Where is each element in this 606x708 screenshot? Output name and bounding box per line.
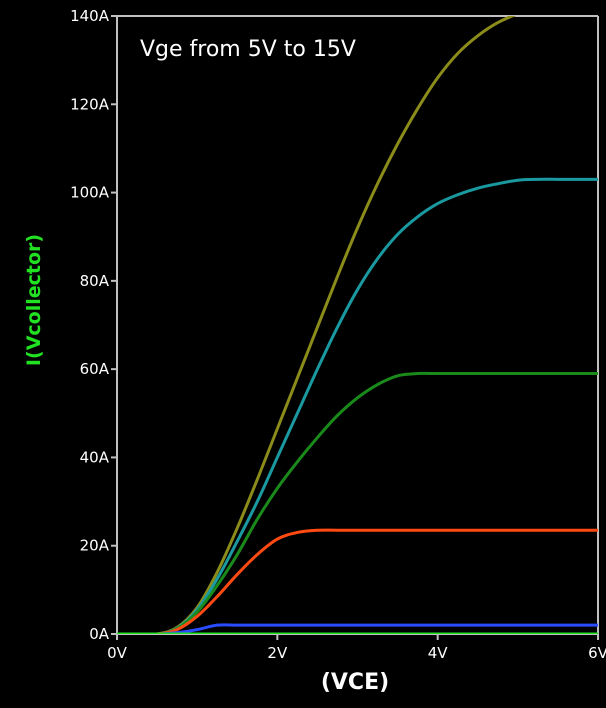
y-axis-label: I(Vcollector) bbox=[23, 234, 45, 366]
y-tick-label: 60A bbox=[80, 360, 110, 378]
series-line-6 bbox=[117, 16, 517, 634]
y-tick-label: 120A bbox=[70, 95, 110, 113]
y-tick-label: 100A bbox=[70, 184, 110, 202]
x-tick-label: 4V bbox=[428, 644, 449, 662]
series-line-5 bbox=[117, 177, 598, 634]
y-tick-label: 80A bbox=[80, 272, 110, 290]
y-tick-label: 20A bbox=[80, 537, 110, 555]
x-tick-label: 0V bbox=[107, 644, 128, 662]
series-line-3 bbox=[117, 528, 598, 634]
y-tick-label: 40A bbox=[80, 448, 110, 466]
y-tick-label: 140A bbox=[70, 7, 110, 25]
x-axis-label: (VCE) bbox=[321, 670, 389, 695]
x-tick-label: 6V bbox=[588, 644, 606, 662]
series-lines bbox=[117, 16, 598, 634]
x-tick-label: 2V bbox=[267, 644, 288, 662]
axes bbox=[116, 15, 599, 635]
annotation-text: Vge from 5V to 15V bbox=[140, 37, 356, 62]
y-tick-label: 0A bbox=[89, 625, 110, 643]
series-line-2 bbox=[117, 623, 598, 634]
series-line-4 bbox=[117, 371, 598, 634]
tick-marks: 0V 2V 4V 6V 0A 20A 40A 60A 80A 100A 120A 140A bbox=[70, 7, 606, 662]
